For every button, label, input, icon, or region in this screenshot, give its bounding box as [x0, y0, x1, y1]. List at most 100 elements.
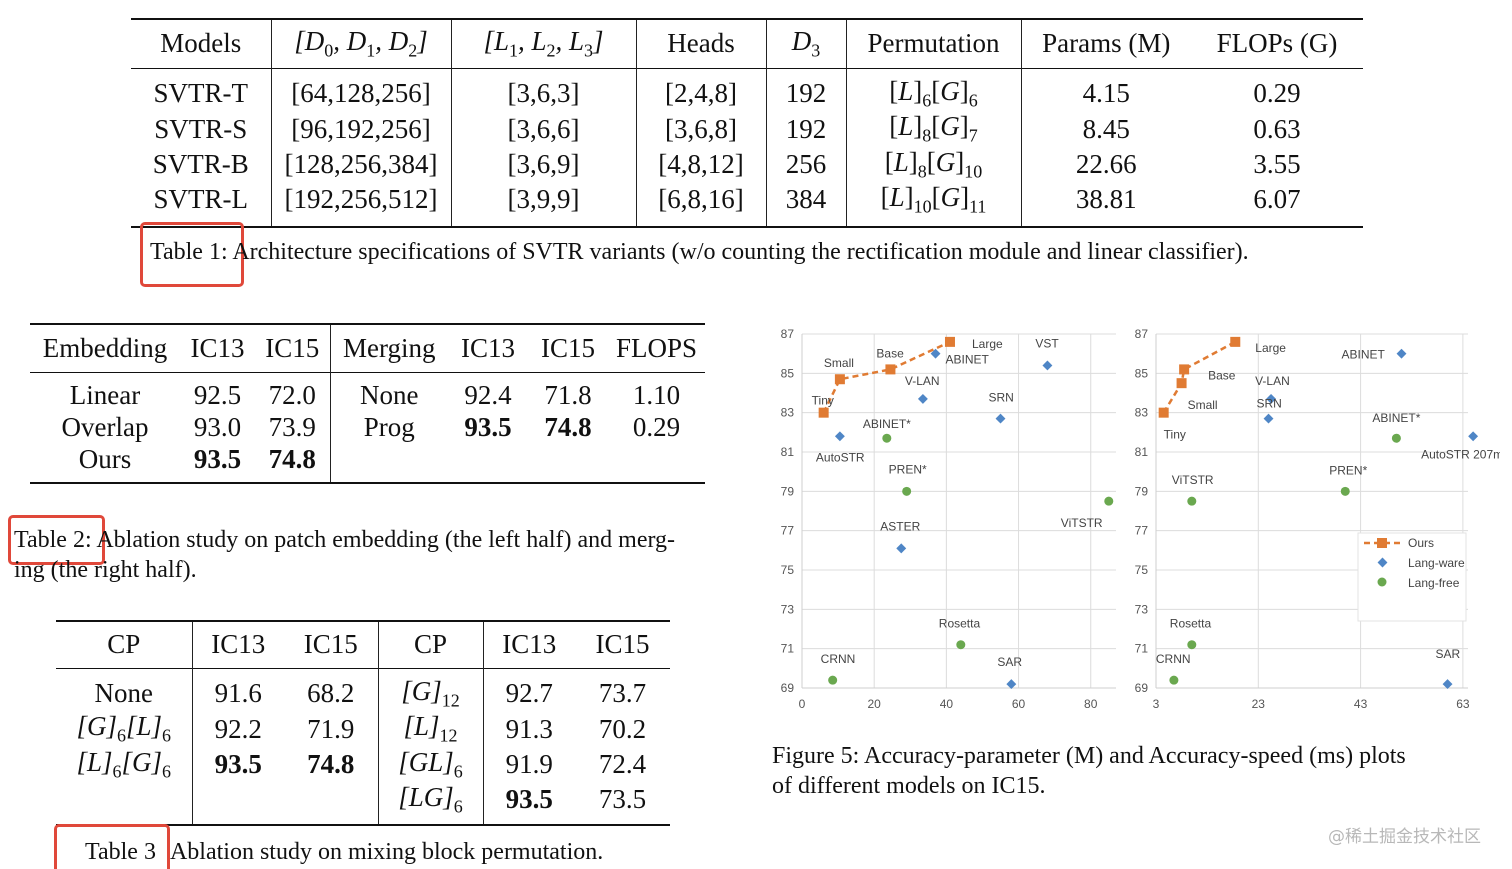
table-1-caption-label: Table 1:: [150, 239, 228, 265]
point-label: Tiny: [812, 394, 834, 408]
point-label: PREN*: [889, 462, 927, 476]
point-label: V-LAN: [905, 374, 940, 388]
table-1-caption: Table 1: Architecture specifications of …: [150, 237, 1249, 267]
cell-dims: [128,256,384]: [271, 146, 452, 183]
y-tick-label: 69: [781, 681, 795, 695]
lang-free-point: [1391, 433, 1401, 443]
y-tick-label: 79: [781, 484, 795, 498]
cell-params: 8.45: [1082, 113, 1130, 144]
cell-ic15: 73.5: [598, 784, 647, 815]
cell-cp-left: [L]6[G]6: [56, 746, 193, 783]
cell-cp-left: None: [56, 676, 193, 712]
ours-point: [1158, 407, 1169, 418]
point-label: ABINET*: [863, 417, 911, 431]
table-row: None 91.6 68.2 [G]12 92.7 73.7: [56, 676, 670, 712]
figure-5-caption-line2: of different models on IC15.: [772, 773, 1046, 799]
ours-point: [1176, 378, 1187, 389]
cell-ic13: 93.5: [505, 784, 553, 815]
table-3: CP IC13 IC15 CP IC13 IC15 None 91.6 68.2 [G…: [56, 620, 670, 826]
y-tick-label: 87: [1135, 327, 1149, 341]
cell-flops: 3.55: [1253, 148, 1301, 179]
point-label: AutoSTR: [816, 450, 865, 464]
lang-free-point: [828, 675, 838, 685]
cell-layers: [3,9,9]: [451, 182, 637, 218]
legend-lang-free-marker: [1377, 577, 1387, 587]
point-label: V-LAN: [1255, 374, 1290, 388]
math-subscript: 6: [162, 761, 172, 782]
cell-permutation: [L]10[G]11: [846, 182, 1022, 218]
watermark: @稀土掘金技术社区: [1328, 827, 1481, 847]
y-tick-label: 81: [781, 445, 795, 459]
table-3-header: CP IC13 IC15 CP IC13 IC15: [56, 622, 670, 668]
cell-cp-left: [G]6[L]6: [56, 711, 193, 747]
x-tick-label: 43: [1354, 697, 1368, 711]
cell-ic13: [192, 782, 284, 817]
lang-free-point: [1104, 496, 1114, 506]
perm-global-count: 10: [964, 161, 983, 182]
cell-dims: [192,256,512]: [271, 182, 452, 218]
lang-free-point: [1340, 486, 1350, 496]
point-label: AutoSTR 207ms: [1421, 447, 1500, 461]
cell-ic13: 91.9: [505, 748, 553, 779]
y-tick-label: 69: [1135, 681, 1149, 695]
cell-ic13: 92.4: [464, 379, 512, 410]
math-subscript: 6: [453, 761, 463, 782]
legend-label: Ours: [1408, 536, 1434, 550]
perm-global: [G]: [931, 182, 970, 213]
lang-ware-point: [896, 543, 907, 554]
cell-ic13: 93.5: [193, 443, 242, 474]
cell-params: 4.15: [1082, 78, 1130, 109]
ours-series-line: [1162, 340, 1236, 414]
header-d3: D3: [766, 20, 847, 68]
header-flops: FLOPs (G): [1216, 28, 1338, 59]
point-label: ABINET: [946, 353, 990, 367]
perm-local-count: 8: [922, 125, 932, 146]
point-label: Tiny: [1164, 428, 1186, 442]
cell-ic15: 72.0: [255, 379, 331, 411]
table-row: Linear 92.5 72.0 None 92.4 71.8 1.10: [30, 379, 705, 411]
cell-cp-right: [GL]6: [378, 746, 484, 783]
cell-ic15: 73.9: [255, 411, 331, 443]
cell-heads: [2,4,8]: [636, 76, 767, 112]
y-tick-label: 79: [1135, 484, 1149, 498]
cell-model: SVTR-L: [131, 182, 272, 218]
cell-embedding: Ours: [78, 443, 132, 474]
point-label: Small: [824, 356, 854, 370]
ours-point: [834, 374, 845, 385]
table-2-caption: Table 2: Ablation study on patch embeddi…: [14, 525, 724, 585]
x-tick-label: 0: [799, 697, 806, 711]
table-row: [LG]6 93.5 73.5: [56, 782, 670, 818]
table-1-label-highlight: [140, 222, 244, 287]
perm-local-count: 8: [917, 161, 927, 182]
cell-heads: [4,8,12]: [636, 146, 767, 183]
ours-point: [944, 336, 955, 347]
perm-global-count: 7: [968, 125, 978, 146]
cell-permutation: [L]6[G]6: [846, 76, 1022, 112]
table-2-caption-label: Table 2:: [14, 527, 92, 553]
perm-global: [G]: [931, 111, 969, 142]
cell-layers: [3,6,6]: [451, 111, 637, 147]
ours-point: [1179, 364, 1190, 375]
cell-ic13: 93.0: [193, 411, 242, 442]
lang-ware-point: [995, 413, 1006, 424]
lang-ware-point: [1468, 431, 1479, 442]
perm-global-count: 6: [968, 90, 978, 111]
y-tick-label: 83: [1135, 406, 1149, 420]
cell-cp-right: [L]12: [378, 711, 484, 747]
legend-label: Lang-ware: [1408, 556, 1465, 570]
perm-global: [G]: [931, 76, 969, 106]
lang-free-point: [902, 486, 912, 496]
math-term: [L]: [403, 711, 440, 742]
table-row: Ours 93.5 74.8: [30, 443, 705, 475]
cell-flops: 6.07: [1253, 184, 1301, 215]
point-label: ViTSTR: [1061, 516, 1103, 530]
x-tick-label: 80: [1084, 697, 1098, 711]
figure-5-caption-line1: Figure 5: Accuracy-parameter (M) and Acc…: [772, 743, 1406, 769]
math-term: [L]: [76, 746, 113, 777]
perm-local: [L]: [884, 146, 918, 177]
lang-ware-point: [1396, 348, 1407, 359]
point-label: ViTSTR: [1172, 473, 1214, 487]
math-term: [G]: [401, 676, 442, 706]
x-tick-label: 20: [868, 697, 882, 711]
header-ic15: IC15: [541, 332, 595, 363]
